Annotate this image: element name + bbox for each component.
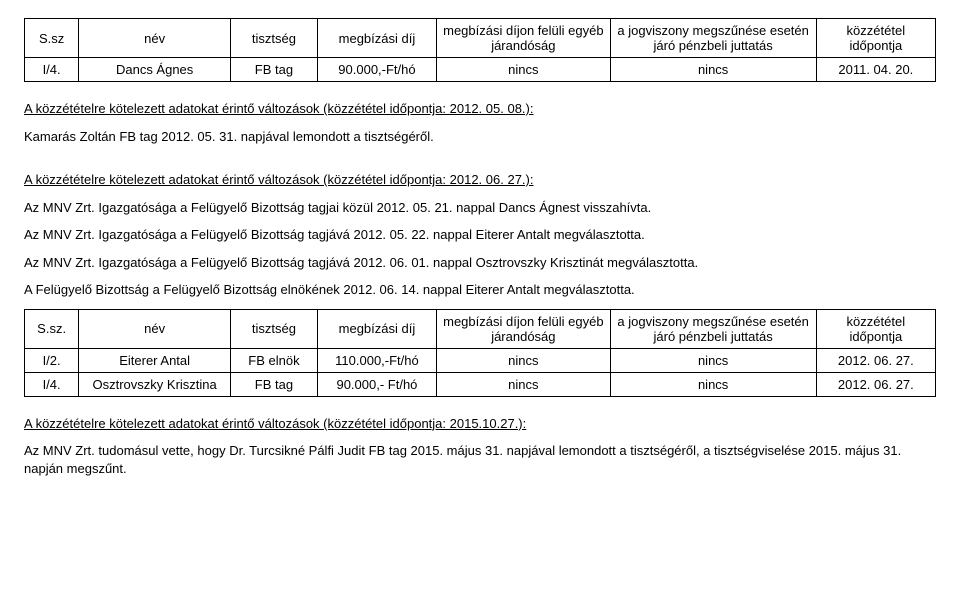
col-header: a jogviszony megszűnése esetén járó pénz… (610, 309, 816, 348)
cell: nincs (610, 372, 816, 396)
paragraph: Az MNV Zrt. tudomásul vette, hogy Dr. Tu… (24, 442, 936, 477)
table-row: S.sz. név tisztség megbízási díj megbízá… (25, 309, 936, 348)
cell: FB elnök (231, 348, 318, 372)
table-1: S.sz név tisztség megbízási díj megbízás… (24, 18, 936, 82)
cell: FB tag (231, 58, 318, 82)
cell: nincs (437, 372, 611, 396)
section-heading: A közzétételre kötelezett adatokat érint… (24, 171, 936, 189)
cell: 2011. 04. 20. (816, 58, 935, 82)
cell: nincs (610, 58, 816, 82)
cell: 90.000,- Ft/hó (317, 372, 436, 396)
cell: nincs (437, 348, 611, 372)
col-header: közzététel időpontja (816, 309, 935, 348)
table-2: S.sz. név tisztség megbízási díj megbízá… (24, 309, 936, 397)
table-row: I/2. Eiterer Antal FB elnök 110.000,-Ft/… (25, 348, 936, 372)
cell: Eiterer Antal (79, 348, 231, 372)
col-header: tisztség (231, 19, 318, 58)
cell: 110.000,-Ft/hó (317, 348, 436, 372)
paragraph: Az MNV Zrt. Igazgatósága a Felügyelő Biz… (24, 199, 936, 217)
cell: Osztrovszky Krisztina (79, 372, 231, 396)
paragraph: Kamarás Zoltán FB tag 2012. 05. 31. napj… (24, 128, 936, 146)
col-header: megbízási díj (317, 309, 436, 348)
paragraph: A Felügyelő Bizottság a Felügyelő Bizott… (24, 281, 936, 299)
cell: I/2. (25, 348, 79, 372)
col-header: megbízási díjon felüli egyéb járandóság (437, 309, 611, 348)
col-header: a jogviszony megszűnése esetén járó pénz… (610, 19, 816, 58)
paragraph: Az MNV Zrt. Igazgatósága a Felügyelő Biz… (24, 226, 936, 244)
cell: FB tag (231, 372, 318, 396)
col-header: S.sz (25, 19, 79, 58)
col-header: név (79, 19, 231, 58)
col-header: tisztség (231, 309, 318, 348)
section-heading: A közzétételre kötelezett adatokat érint… (24, 100, 936, 118)
col-header: név (79, 309, 231, 348)
section-heading: A közzétételre kötelezett adatokat érint… (24, 415, 936, 433)
cell: 2012. 06. 27. (816, 372, 935, 396)
cell: nincs (437, 58, 611, 82)
cell: 2012. 06. 27. (816, 348, 935, 372)
cell: I/4. (25, 58, 79, 82)
table-row: I/4. Osztrovszky Krisztina FB tag 90.000… (25, 372, 936, 396)
paragraph: Az MNV Zrt. Igazgatósága a Felügyelő Biz… (24, 254, 936, 272)
cell: Dancs Ágnes (79, 58, 231, 82)
cell: 90.000,-Ft/hó (317, 58, 436, 82)
table-row: I/4. Dancs Ágnes FB tag 90.000,-Ft/hó ni… (25, 58, 936, 82)
cell: nincs (610, 348, 816, 372)
col-header: megbízási díjon felüli egyéb járandóság (437, 19, 611, 58)
table-row: S.sz név tisztség megbízási díj megbízás… (25, 19, 936, 58)
col-header: S.sz. (25, 309, 79, 348)
col-header: közzététel időpontja (816, 19, 935, 58)
col-header: megbízási díj (317, 19, 436, 58)
cell: I/4. (25, 372, 79, 396)
